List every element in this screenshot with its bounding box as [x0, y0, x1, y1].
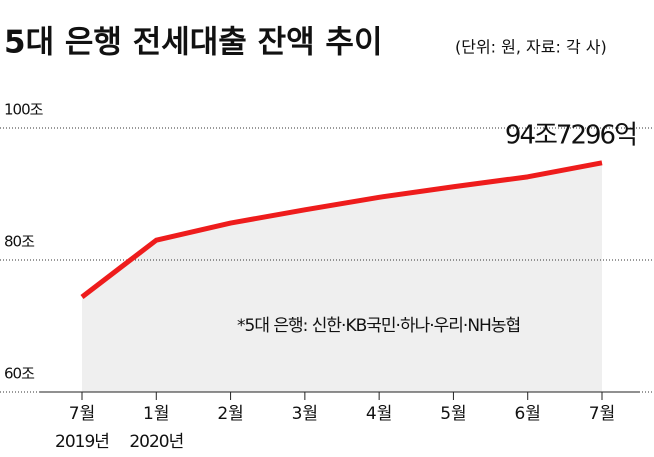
value-label: 94조7296억 — [505, 120, 636, 150]
annotation: *5대 은행: 신한·KB국민·하나·우리·NH농협 — [237, 316, 520, 336]
x-tick-label: 3월 — [292, 404, 318, 424]
chart-subtitle: (단위: 원, 자료: 각 사) — [455, 38, 607, 57]
area — [82, 162, 602, 392]
line — [80, 160, 603, 299]
x-tick-label: 5월 — [440, 404, 466, 424]
x-year-label: 2019년 — [55, 432, 109, 452]
x-tick-label: 4월 — [366, 404, 392, 424]
x-tick-label: 2월 — [217, 404, 243, 424]
y-tick-label: 60조 — [4, 365, 35, 383]
x-tick-label: 1월 — [143, 404, 169, 424]
x-tick-label: 7월 — [589, 404, 615, 424]
x-tick-label: 7월 — [69, 404, 95, 424]
x-year-label: 2020년 — [129, 432, 183, 452]
y-tick-label: 80조 — [4, 233, 35, 251]
x-tick-label: 6월 — [514, 404, 540, 424]
chart-title: 5대 은행 전세대출 잔액 추이 — [4, 25, 382, 61]
y-tick-label: 100조 — [4, 101, 44, 119]
